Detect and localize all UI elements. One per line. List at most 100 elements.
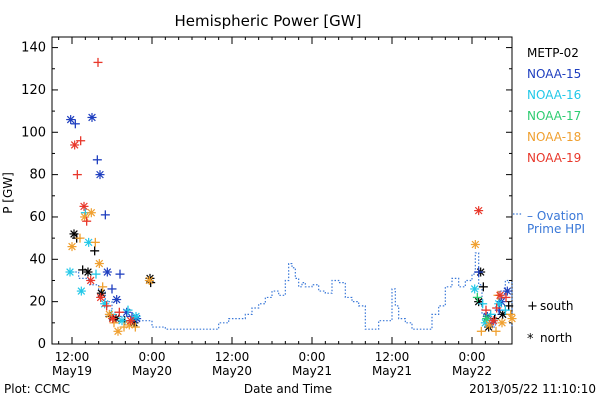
south-marker [92,155,102,165]
y-tick-label: 100 [21,125,46,140]
south-marker [90,246,100,256]
y-tick-label: 40 [29,252,46,267]
south-marker [102,301,112,311]
north-marker-symbol: * [527,332,534,347]
north-marker [494,299,504,309]
south-marker [481,305,491,315]
plot-area [51,36,513,345]
ovation-legend-line-2: Prime HPI [527,222,585,236]
x-tick-label-time: 12:00 [55,350,90,364]
chart-title: Hemispheric Power [GW] [175,12,362,30]
south-marker [472,292,482,302]
series-noaa-16 [65,208,510,328]
south-marker-symbol: + [527,299,538,314]
north-marker [94,259,104,269]
footer-left: Plot: CCMC [4,382,70,396]
x-tick-label-date: May21 [372,364,412,378]
x-tick-label-time: 12:00 [215,350,250,364]
north-marker [65,267,75,277]
south-marker [72,170,82,180]
south-marker [98,282,108,292]
south-marker [491,326,501,336]
legend-item-noaa-16: NOAA-16 [527,88,581,102]
series-noaa-19 [70,57,511,326]
x-tick-label-time: 0:00 [459,350,486,364]
south-marker [492,303,502,313]
north-marker [76,286,86,296]
north-marker [497,318,507,328]
south-marker [123,305,133,315]
y-tick-label: 60 [29,210,46,225]
y-tick-label: 80 [29,168,46,183]
axes: 02040608010012014012:00May190:00May2012:… [21,37,513,378]
south-marker [93,57,103,67]
south-marker [70,119,80,129]
plot-frame [51,36,513,345]
north-marker [112,295,122,305]
x-tick-label-time: 0:00 [139,350,166,364]
series-noaa-17 [472,292,492,324]
south-marker [130,322,140,332]
north-marker [126,316,136,326]
y-tick-label: 20 [29,295,46,310]
south-marker [478,282,488,292]
south-marker [90,237,100,247]
north-marker [96,288,106,298]
x-tick-label-time: 0:00 [299,350,326,364]
north-marker [67,242,77,252]
y-tick-label: 140 [21,41,46,56]
north-marker [144,275,154,285]
south-marker [501,292,511,302]
ovation-legend-line-1: – Ovation [527,209,584,223]
north-marker [80,212,90,222]
south-marker [82,216,92,226]
north-marker [495,290,505,300]
south-marker [478,299,488,309]
legend-item-noaa-17: NOAA-17 [527,109,581,123]
x-tick-label-date: May21 [292,364,332,378]
south-marker [474,267,484,277]
north-marker [131,311,141,321]
ovation-hpi-line [72,252,513,330]
y-tick-label: 0 [38,337,46,352]
south-marker [107,284,117,294]
legend-item-noaa-15: NOAA-15 [527,67,581,81]
north-marker [66,115,76,125]
south-marker-label: south [540,299,574,313]
north-marker [470,239,480,249]
north-marker [87,112,97,122]
x-tick-label-time: 12:00 [375,350,410,364]
north-marker [79,201,89,211]
south-marker [75,233,85,243]
north-marker [86,208,96,218]
north-marker [507,314,517,324]
south-marker [115,269,125,279]
south-marker [100,210,110,220]
x-tick-label-date: May19 [52,364,92,378]
north-marker [95,170,105,180]
north-marker [70,140,80,150]
south-marker [76,136,86,146]
north-marker [117,316,127,326]
x-axis-label: Date and Time [244,382,332,396]
south-marker [91,269,101,279]
x-tick-label-date: May20 [132,364,172,378]
south-marker [500,305,510,315]
north-marker [108,314,118,324]
north-marker [474,206,484,216]
series-noaa-18 [67,208,517,336]
north-marker [86,275,96,285]
legend-item-metp-02: METP-02 [527,46,579,60]
legend: METP-02 NOAA-15 NOAA-16 NOAA-17 NOAA-18 NOAA-… [513,46,581,215]
x-tick-label-date: May20 [212,364,252,378]
legend-item-noaa-19: NOAA-19 [527,151,581,165]
north-marker [100,299,110,309]
north-marker [488,316,498,326]
north-marker [102,267,112,277]
legend-item-noaa-18: NOAA-18 [527,130,581,144]
north-marker [482,314,492,324]
footer-right: 2013/05/22 11:10:10 [469,382,596,396]
north-marker-label: north [540,331,572,345]
y-tick-label: 120 [21,83,46,98]
